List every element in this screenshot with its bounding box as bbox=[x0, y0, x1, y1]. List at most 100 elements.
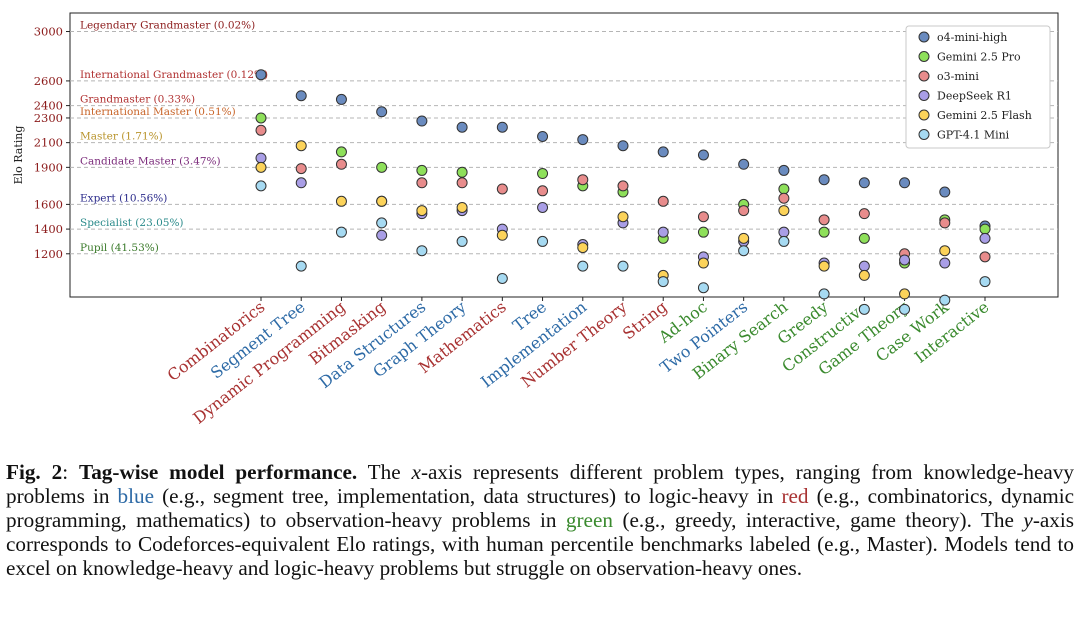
y-tick-label: 2600 bbox=[34, 74, 63, 88]
caption-title: Tag-wise model performance. bbox=[79, 460, 358, 484]
data-point bbox=[577, 260, 589, 272]
data-point bbox=[537, 185, 549, 197]
legend-marker bbox=[918, 70, 930, 82]
caption-colon: : bbox=[62, 460, 80, 484]
data-point bbox=[697, 282, 709, 294]
data-point bbox=[858, 260, 870, 272]
data-point bbox=[858, 177, 870, 189]
data-point bbox=[899, 303, 911, 315]
data-point bbox=[255, 152, 267, 164]
legend-box bbox=[905, 25, 1051, 149]
data-point bbox=[577, 242, 589, 254]
data-point bbox=[335, 93, 347, 105]
y-tick-label: 2400 bbox=[34, 99, 63, 113]
y-tick-label: 1400 bbox=[34, 222, 63, 236]
data-point bbox=[416, 245, 428, 257]
caption-y-var: y bbox=[1023, 508, 1033, 532]
data-point bbox=[416, 115, 428, 127]
benchmark-label: Specialist (23.05%) bbox=[80, 217, 184, 229]
data-point bbox=[738, 232, 750, 244]
data-point bbox=[617, 140, 629, 152]
data-point bbox=[496, 272, 508, 284]
data-point bbox=[617, 180, 629, 192]
legend: o4-mini-high Gemini 2.5 Pro o3-mini DeepSee… bbox=[905, 25, 1051, 149]
benchmark-lines bbox=[70, 31, 1058, 255]
data-point bbox=[858, 208, 870, 220]
data-point bbox=[456, 201, 468, 213]
data-point bbox=[537, 235, 549, 247]
data-point bbox=[617, 260, 629, 272]
data-points bbox=[255, 69, 991, 315]
benchmark-label: Pupil (41.53%) bbox=[80, 242, 159, 254]
data-point bbox=[939, 186, 951, 198]
data-point bbox=[537, 201, 549, 213]
data-point bbox=[738, 245, 750, 257]
data-point bbox=[818, 226, 830, 238]
data-point bbox=[496, 183, 508, 195]
data-point bbox=[456, 235, 468, 247]
data-point bbox=[818, 174, 830, 186]
legend-marker bbox=[918, 109, 930, 121]
data-point bbox=[255, 69, 267, 81]
data-point bbox=[376, 106, 388, 118]
caption-x-var: x bbox=[411, 460, 421, 484]
benchmark-label: International Grandmaster (0.12%) bbox=[80, 69, 268, 81]
benchmark-label: Candidate Master (3.47%) bbox=[80, 155, 221, 167]
data-point bbox=[335, 146, 347, 158]
data-point bbox=[939, 294, 951, 306]
scatter-chart: Legendary Grandmaster (0.02%) Internation… bbox=[12, 12, 1059, 428]
caption-text-3: (e.g., segment tree, implementation, dat… bbox=[154, 484, 782, 508]
data-point bbox=[335, 158, 347, 170]
caption-green-word: green bbox=[565, 508, 613, 532]
legend-marker bbox=[918, 90, 930, 101]
data-point bbox=[657, 146, 669, 158]
caption-blue-word: blue bbox=[117, 484, 154, 508]
legend-marker bbox=[918, 129, 930, 140]
caption-text-2: -axis represents different problem types… bbox=[6, 460, 1074, 508]
data-point bbox=[778, 205, 790, 217]
benchmark-label: Expert (10.56%) bbox=[80, 192, 167, 204]
data-point bbox=[295, 163, 307, 175]
y-axis-label: Elo Rating bbox=[12, 126, 25, 185]
data-point bbox=[416, 177, 428, 189]
caption-text-4: (e.g., combinatorics, dynamic programmin… bbox=[6, 484, 1074, 532]
data-point bbox=[979, 232, 991, 244]
data-point bbox=[899, 288, 911, 300]
data-point bbox=[858, 303, 870, 315]
plot-frame bbox=[69, 12, 1059, 298]
data-point bbox=[858, 232, 870, 244]
data-point bbox=[335, 195, 347, 207]
caption-fig-label: Fig. 2 bbox=[6, 460, 63, 484]
y-tick-label: 3000 bbox=[34, 25, 63, 39]
legend-label: Gemini 2.5 Flash bbox=[937, 109, 1032, 122]
data-point bbox=[376, 229, 388, 241]
data-point bbox=[577, 134, 589, 146]
data-point bbox=[255, 180, 267, 192]
data-point bbox=[939, 245, 951, 257]
data-point bbox=[657, 276, 669, 288]
data-point bbox=[376, 161, 388, 173]
data-point bbox=[697, 226, 709, 238]
data-point bbox=[778, 183, 790, 195]
data-point bbox=[778, 164, 790, 176]
data-point bbox=[738, 205, 750, 217]
caption-red-word: red bbox=[781, 484, 809, 508]
data-point bbox=[939, 257, 951, 269]
caption-text-5: (e.g., greedy, interactive, game theory)… bbox=[612, 508, 1024, 532]
data-point bbox=[617, 211, 629, 223]
data-point bbox=[255, 124, 267, 136]
data-point bbox=[295, 90, 307, 102]
legend-marker bbox=[918, 51, 930, 62]
data-point bbox=[496, 229, 508, 241]
figure-caption: Fig. 2: Tag-wise model performance. The … bbox=[6, 460, 1074, 580]
legend-label: o4-mini-high bbox=[937, 31, 1007, 44]
benchmark-label: Grandmaster (0.33%) bbox=[80, 94, 195, 106]
data-point bbox=[295, 260, 307, 272]
data-point bbox=[537, 130, 549, 142]
data-point bbox=[697, 257, 709, 269]
data-point bbox=[376, 217, 388, 229]
legend-label: o3-mini bbox=[937, 70, 979, 83]
